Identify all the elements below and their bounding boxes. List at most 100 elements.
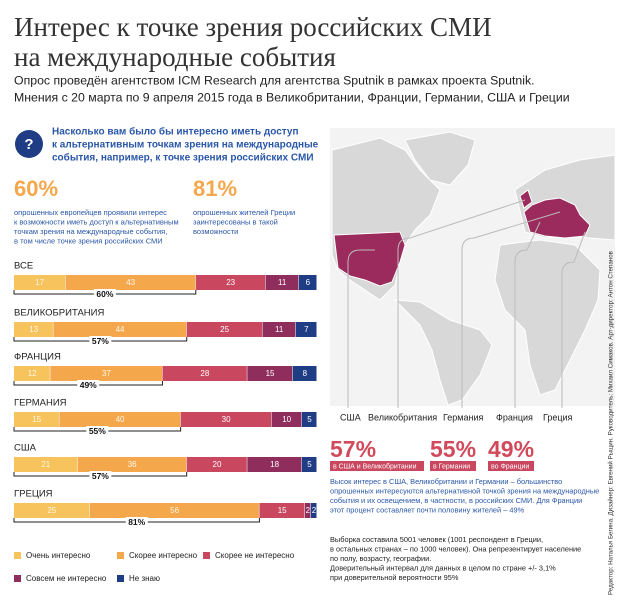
segment-label: 44 bbox=[116, 325, 125, 334]
question-icon bbox=[15, 130, 43, 158]
key-stat-text: возможности bbox=[193, 227, 238, 236]
segment-label: 5 bbox=[307, 415, 312, 424]
bar-segment bbox=[14, 322, 53, 337]
findings-text: опрошенных интересуются альтернативной т… bbox=[330, 486, 599, 495]
map-country-label: Франция bbox=[496, 412, 533, 422]
segment-label: 20 bbox=[213, 460, 222, 469]
bar-segment bbox=[247, 457, 302, 472]
segment-label: 5 bbox=[307, 460, 312, 469]
bar-segment bbox=[53, 322, 187, 337]
bar-segment bbox=[186, 322, 262, 337]
bar-segment bbox=[65, 275, 196, 290]
bar-segment bbox=[310, 503, 317, 518]
country-stat-tag: в Германии bbox=[433, 463, 470, 470]
segment-label: 36 bbox=[128, 460, 137, 469]
country-stat-tag-bg bbox=[488, 461, 534, 471]
bar-segment bbox=[180, 412, 272, 427]
key-stat-text: к возможности иметь доступ к альтернатив… bbox=[14, 217, 179, 226]
question-text: события, например, к точке зрения россий… bbox=[52, 152, 314, 164]
bar-segment bbox=[301, 457, 317, 472]
credits: Редактор: Наталья Бегина. Дизайнер: Евге… bbox=[608, 250, 615, 595]
bar-segment bbox=[292, 366, 317, 381]
method-text: Доверительный интервал для данных в цело… bbox=[330, 563, 556, 572]
bar-segment bbox=[262, 322, 296, 337]
bar-segment bbox=[14, 366, 50, 381]
key-stat-text: опрошенных европейцев проявили интерес bbox=[14, 208, 167, 217]
bar-segment bbox=[14, 457, 78, 472]
segment-label: 15 bbox=[32, 415, 41, 424]
country-stat-tag-bg bbox=[430, 461, 476, 471]
key-stat-text: заинтересованы в такой bbox=[193, 217, 278, 226]
combined-label-bg bbox=[89, 471, 112, 481]
method-text: в остальных странах – по 1000 человек). … bbox=[330, 544, 581, 553]
bar-segment bbox=[89, 503, 259, 518]
combined-label: 49% bbox=[80, 380, 97, 390]
subtitle: Опрос проведён агентством ICM Research д… bbox=[14, 73, 535, 87]
legend-swatch bbox=[203, 552, 210, 559]
segment-label: 17 bbox=[35, 278, 44, 287]
bar-segment bbox=[162, 366, 247, 381]
segment-label: 30 bbox=[222, 415, 231, 424]
map-country-label: США bbox=[340, 412, 361, 422]
bar-segment bbox=[298, 275, 317, 290]
subtitle: Мнения с 20 марта по 9 апреля 2015 года … bbox=[14, 90, 570, 104]
bar-segment bbox=[247, 366, 293, 381]
country-stat-value: 49% bbox=[488, 436, 534, 462]
combined-label: 60% bbox=[96, 289, 113, 299]
combined-label-bg bbox=[89, 336, 112, 346]
combined-label: 57% bbox=[92, 336, 109, 346]
combined-label: 57% bbox=[92, 471, 109, 481]
country-stat-tag: в США и Великобритании bbox=[333, 462, 417, 470]
category-label: ГРЕЦИЯ bbox=[14, 489, 53, 500]
segment-label: 6 bbox=[306, 278, 311, 287]
title: на международные события bbox=[14, 42, 336, 72]
country-stat-value: 57% bbox=[330, 436, 376, 462]
question-text: к альтернативным точкам зрения на междун… bbox=[52, 140, 319, 151]
question-text: Насколько вам было бы интересно иметь до… bbox=[52, 126, 299, 138]
bar-segment bbox=[265, 275, 299, 290]
map-country-label: Греция bbox=[543, 412, 573, 422]
segment-label: 21 bbox=[41, 460, 50, 469]
legend-swatch bbox=[14, 552, 21, 559]
category-label: ФРАНЦИЯ bbox=[14, 352, 61, 363]
segment-label: 37 bbox=[102, 369, 111, 378]
map-country-label: Германия bbox=[443, 412, 483, 422]
combined-label: 55% bbox=[89, 426, 106, 436]
segment-label: 23 bbox=[226, 278, 235, 287]
segment-label: 10 bbox=[282, 415, 291, 424]
segment-label: 25 bbox=[220, 325, 229, 334]
segment-label: 28 bbox=[200, 369, 209, 378]
category-label: ГЕРМАНИЯ bbox=[14, 398, 67, 409]
key-stat-value: 81% bbox=[193, 176, 237, 201]
method-text: Выборка составила 5001 человек (1001 рес… bbox=[330, 535, 543, 544]
key-stat-text: точкам зрения на международные события, bbox=[14, 227, 167, 236]
key-stat-text: в том числе точке зрения российских СМИ bbox=[14, 236, 163, 245]
category-label: ВЕЛИКОБРИТАНИЯ bbox=[14, 308, 104, 319]
category-label: ВСЕ bbox=[14, 261, 33, 272]
bar-segment bbox=[301, 412, 317, 427]
legend-swatch bbox=[117, 575, 124, 582]
legend-label: Очень интересно bbox=[26, 551, 91, 560]
segment-label: 7 bbox=[304, 325, 309, 334]
method-text: по полу, возрасту, географии. bbox=[330, 554, 431, 563]
key-stat-text: опрошенных жителей Греции bbox=[193, 208, 295, 217]
title: Интерес к точке зрения российских СМИ bbox=[14, 12, 492, 42]
segment-label: 2 bbox=[306, 506, 311, 515]
bar-segment bbox=[14, 503, 90, 518]
method-text: при доверительной вероятности 95% bbox=[330, 573, 459, 582]
legend-swatch bbox=[117, 552, 124, 559]
legend-swatch bbox=[14, 575, 21, 582]
segment-label: 13 bbox=[29, 325, 38, 334]
findings-text: события и их освещением, в частности, в … bbox=[330, 496, 582, 505]
bar-segment bbox=[59, 412, 181, 427]
country-stat-value: 55% bbox=[430, 436, 476, 462]
legend-label: Скорее интересно bbox=[129, 551, 198, 560]
segment-label: 11 bbox=[275, 325, 284, 334]
country-stat-tag: во Франции bbox=[491, 463, 529, 470]
world-map bbox=[330, 128, 616, 408]
bar-segment bbox=[14, 275, 66, 290]
category-label: США bbox=[14, 443, 37, 454]
bar-segment bbox=[304, 503, 311, 518]
country-stat-tag-bg bbox=[330, 461, 424, 471]
